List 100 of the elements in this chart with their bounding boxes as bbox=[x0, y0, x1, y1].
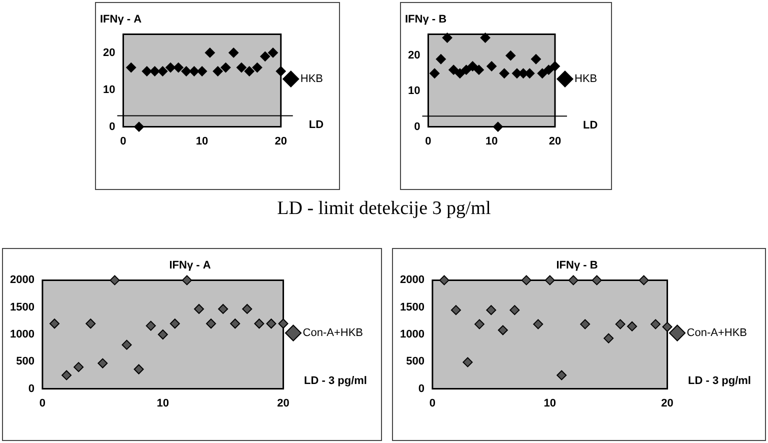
point bbox=[615, 319, 626, 330]
point bbox=[604, 333, 614, 344]
point bbox=[242, 304, 252, 314]
point bbox=[204, 48, 215, 58]
x-tick-label: 20 bbox=[548, 135, 562, 148]
point bbox=[220, 62, 231, 73]
y-tick-label: 10 bbox=[102, 84, 116, 96]
x-tick-label: 10 bbox=[156, 397, 169, 410]
point bbox=[638, 275, 649, 286]
text: LD - 3 pg/ml bbox=[688, 375, 751, 387]
x-tick-label: 0 bbox=[39, 397, 46, 410]
x-tick-label: 0 bbox=[429, 397, 436, 410]
y-tick-label: 500 bbox=[406, 356, 424, 368]
point bbox=[158, 66, 168, 76]
point bbox=[166, 62, 176, 73]
point bbox=[533, 319, 544, 330]
point bbox=[580, 319, 590, 330]
point bbox=[650, 319, 661, 330]
point bbox=[50, 318, 60, 329]
point bbox=[454, 68, 465, 78]
point bbox=[110, 275, 120, 286]
point bbox=[86, 318, 96, 329]
y-tick-label: 500 bbox=[16, 356, 34, 368]
point bbox=[510, 305, 520, 316]
point bbox=[134, 122, 144, 132]
point bbox=[182, 275, 192, 286]
point bbox=[486, 61, 497, 72]
legend-label: HKB bbox=[574, 73, 598, 86]
x-tick-label: 20 bbox=[661, 397, 674, 410]
point bbox=[206, 318, 216, 329]
chart-title: IFNγ - B bbox=[556, 260, 598, 272]
chart-title: IFNγ - B bbox=[405, 14, 447, 26]
point bbox=[142, 66, 152, 76]
point bbox=[212, 66, 223, 76]
y-tick-label: 20 bbox=[102, 46, 116, 59]
point bbox=[468, 61, 478, 72]
point bbox=[218, 304, 228, 314]
legend-label: Con-A+HKB bbox=[686, 327, 748, 340]
point bbox=[436, 54, 446, 64]
y-tick-label: 0 bbox=[109, 120, 116, 133]
x-tick-label: 10 bbox=[485, 135, 498, 148]
chart-title: IFNγ - A bbox=[169, 260, 211, 272]
point bbox=[521, 275, 532, 286]
point bbox=[189, 66, 200, 76]
point bbox=[499, 68, 510, 78]
y-tick-label: 1000 bbox=[10, 328, 34, 341]
point bbox=[550, 61, 560, 72]
y-tick-label: 20 bbox=[408, 50, 420, 62]
point bbox=[122, 340, 132, 350]
point bbox=[474, 319, 484, 330]
point bbox=[462, 357, 473, 368]
point bbox=[252, 62, 262, 73]
y-tick-label: 1500 bbox=[400, 301, 424, 314]
point bbox=[98, 358, 108, 368]
point bbox=[150, 66, 160, 76]
y-tick-label: 1500 bbox=[10, 301, 34, 314]
point bbox=[627, 321, 638, 332]
point bbox=[530, 54, 541, 64]
point bbox=[556, 370, 567, 380]
point bbox=[278, 318, 288, 329]
point bbox=[430, 68, 440, 78]
x-tick-label: 20 bbox=[274, 135, 288, 148]
point bbox=[170, 318, 180, 329]
point bbox=[126, 62, 136, 73]
y-tick-label: 0 bbox=[28, 382, 34, 395]
y-tick-label: 10 bbox=[408, 85, 420, 98]
text: LD - limit detekcije 3 pg/ml bbox=[276, 198, 492, 220]
legend-label: HKB bbox=[300, 73, 324, 86]
point bbox=[568, 275, 578, 286]
point bbox=[181, 66, 192, 76]
point bbox=[537, 68, 548, 78]
x-tick-label: 10 bbox=[196, 135, 208, 148]
point bbox=[158, 330, 168, 340]
point bbox=[254, 318, 264, 329]
x-tick-label: 0 bbox=[120, 135, 126, 148]
point bbox=[276, 66, 286, 76]
point bbox=[662, 322, 672, 332]
point bbox=[134, 364, 144, 374]
point bbox=[506, 50, 516, 61]
x-tick-label: 10 bbox=[544, 397, 556, 410]
point bbox=[544, 275, 555, 286]
x-tick-label: 20 bbox=[277, 397, 290, 410]
point bbox=[62, 370, 72, 380]
point bbox=[480, 32, 490, 43]
point bbox=[450, 305, 461, 316]
point bbox=[197, 66, 208, 76]
point bbox=[260, 51, 270, 62]
point bbox=[230, 318, 240, 329]
y-tick-label: 0 bbox=[414, 120, 420, 133]
point bbox=[448, 64, 459, 75]
point bbox=[266, 318, 276, 329]
y-tick-label: 1000 bbox=[400, 328, 424, 341]
point bbox=[228, 48, 239, 58]
point bbox=[74, 362, 84, 372]
point bbox=[146, 320, 156, 331]
point bbox=[492, 122, 503, 132]
ref-line-label: LD bbox=[308, 119, 324, 132]
ref-line-label: LD bbox=[583, 120, 598, 132]
point bbox=[474, 64, 484, 75]
y-tick-label: 0 bbox=[418, 382, 424, 395]
